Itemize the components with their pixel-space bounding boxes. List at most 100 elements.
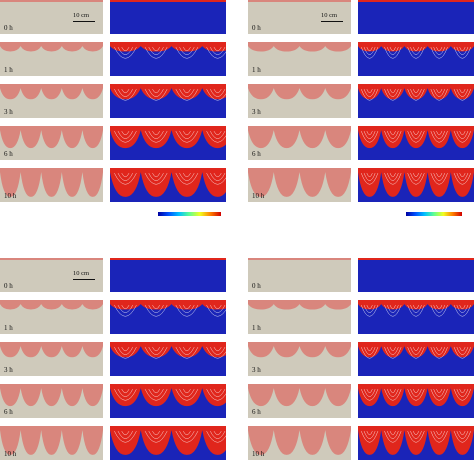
sim-plume [358, 168, 474, 197]
experiment-photo [248, 168, 351, 202]
scale-label: 10 cm [73, 12, 90, 19]
sim-plume [358, 126, 474, 149]
sim-plume [110, 384, 226, 407]
time-label: 1 h [4, 324, 13, 332]
plume-shape [0, 426, 103, 455]
time-label: 0 h [4, 282, 13, 290]
simulation-field [110, 300, 226, 334]
streamlines [114, 173, 226, 185]
simulation-field [110, 426, 226, 460]
panel-c: (c) C₀ = 1.30 g L⁻¹, Homogenous0 h10 cm1… [0, 258, 226, 474]
plume-shape [0, 126, 103, 149]
colorbar [158, 212, 221, 216]
time-label: 10 h [4, 192, 17, 200]
plume-shape [0, 168, 103, 197]
experiment-photo [248, 426, 351, 460]
experiment-photo [0, 342, 103, 376]
scale-bar [321, 21, 343, 22]
time-label: 1 h [252, 66, 261, 74]
streamlines [361, 173, 471, 185]
sim-plume [110, 126, 226, 149]
streamlines [114, 47, 226, 59]
experiment-photo [0, 426, 103, 460]
streamlines [114, 305, 226, 317]
time-label: 1 h [4, 66, 13, 74]
simulation-field [110, 0, 226, 34]
time-label: 0 h [252, 24, 261, 32]
experiment-photo [0, 258, 103, 292]
streamlines [361, 305, 471, 317]
streamlines [114, 389, 226, 401]
experiment-photo [248, 42, 351, 76]
time-label: 6 h [252, 150, 261, 158]
plume-shape [248, 0, 351, 3]
streamlines [361, 47, 471, 59]
sim-plume [358, 258, 474, 261]
time-label: 3 h [252, 366, 261, 374]
simulation-field [358, 426, 474, 460]
time-label: 6 h [252, 408, 261, 416]
plume-shape [0, 0, 103, 3]
streamlines [114, 431, 226, 443]
streamlines [114, 89, 226, 101]
sim-plume [358, 0, 474, 3]
plume-shape [0, 258, 103, 261]
scale-bar [73, 21, 95, 22]
sim-plume [110, 258, 226, 261]
time-label: 3 h [252, 108, 261, 116]
sim-plume [110, 84, 226, 100]
experiment-photo [248, 342, 351, 376]
simulation-field [358, 84, 474, 118]
time-label: 6 h [4, 408, 13, 416]
time-label: 3 h [4, 108, 13, 116]
streamlines [361, 131, 471, 143]
streamlines [361, 389, 471, 401]
scale-bar [73, 279, 95, 280]
experiment-photo [0, 84, 103, 118]
simulation-field [110, 258, 226, 292]
sim-plume [358, 384, 474, 407]
plume-shape [248, 42, 351, 52]
experiment-photo [0, 168, 103, 202]
sim-plume [358, 300, 474, 310]
plume-shape [0, 300, 103, 310]
plume-shape [248, 84, 351, 100]
simulation-field [358, 300, 474, 334]
plume-shape [0, 342, 103, 358]
sim-plume [110, 0, 226, 3]
sim-plume [110, 300, 226, 310]
plume-shape [0, 84, 103, 100]
plume-shape [0, 42, 103, 52]
plume-shape [248, 168, 351, 197]
colorbar [406, 212, 462, 216]
time-label: 0 h [4, 24, 13, 32]
time-label: 0 h [252, 282, 261, 290]
simulation-field [358, 126, 474, 160]
simulation-field [358, 168, 474, 202]
simulation-field [358, 42, 474, 76]
sim-plume [358, 342, 474, 358]
plume-shape [248, 126, 351, 149]
time-label: 3 h [4, 366, 13, 374]
plume-shape [248, 300, 351, 310]
sim-plume [110, 342, 226, 358]
experiment-photo [0, 384, 103, 418]
simulation-field [110, 168, 226, 202]
time-label: 6 h [4, 150, 13, 158]
simulation-field [110, 126, 226, 160]
streamlines [361, 347, 471, 359]
plume-shape [248, 426, 351, 455]
sim-plume [358, 42, 474, 52]
simulation-field [110, 384, 226, 418]
panel-b: 0 h10 cm1 h3 h6 h10 h0.000.641.28C (g L⁻… [248, 0, 474, 216]
simulation-field [110, 84, 226, 118]
simulation-field [358, 0, 474, 34]
plume-shape [248, 258, 351, 261]
panel-a: 0 h10 cm1 h3 h6 h10 h0.000.120.24C (g L⁻… [0, 0, 226, 216]
sim-plume [110, 42, 226, 52]
simulation-field [110, 42, 226, 76]
plume-shape [0, 384, 103, 407]
simulation-field [110, 342, 226, 376]
time-label: 10 h [252, 450, 265, 458]
sim-plume [358, 426, 474, 455]
